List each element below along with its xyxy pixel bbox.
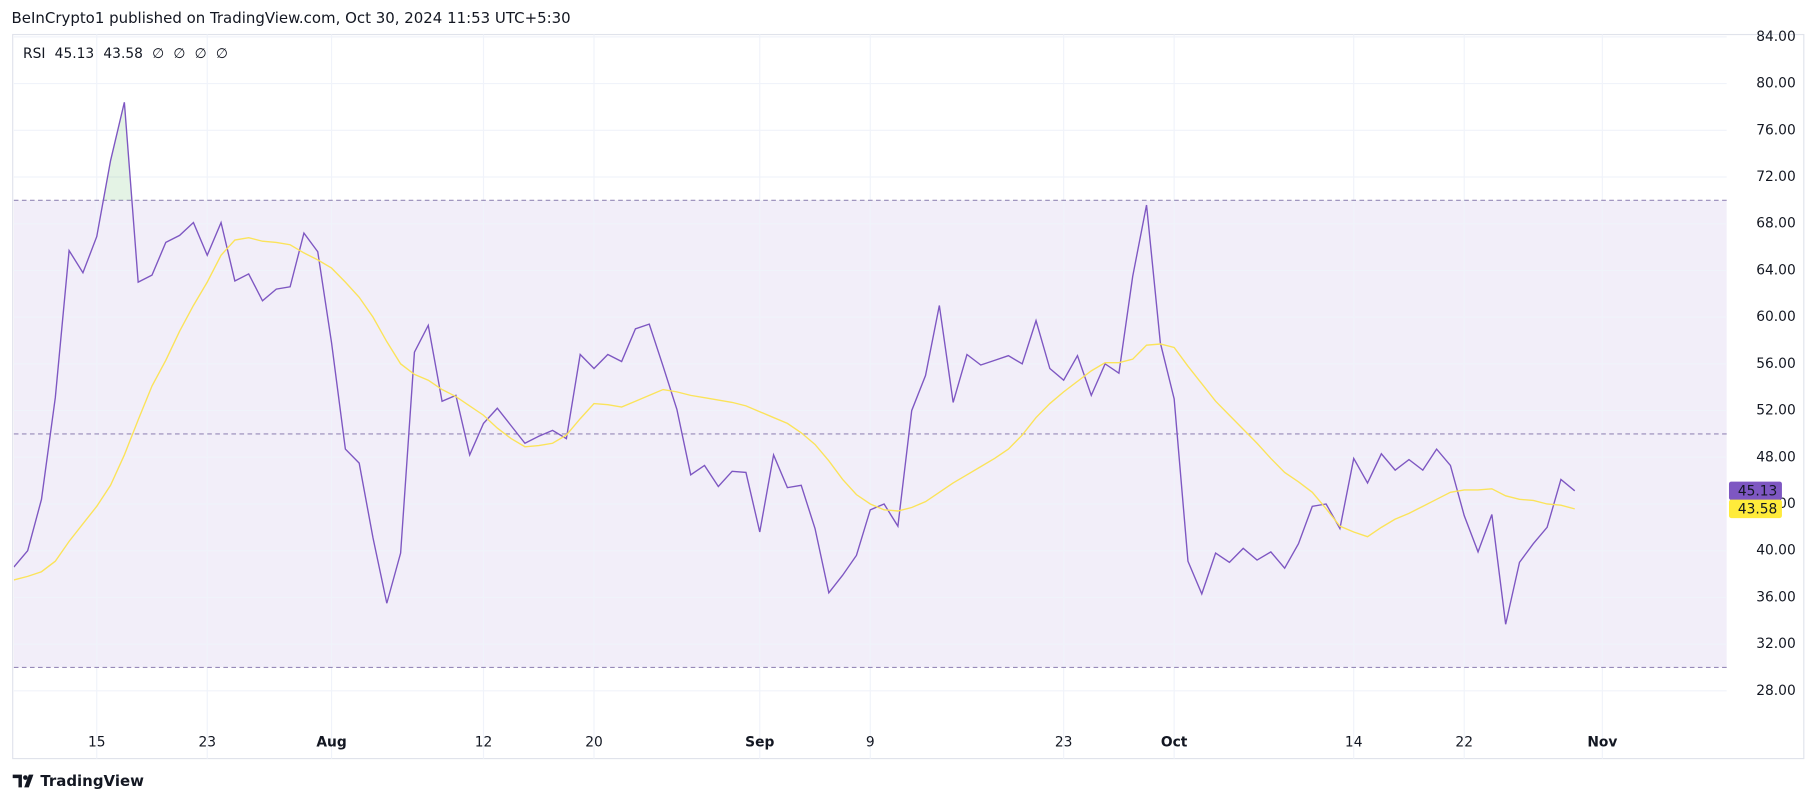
legend-item: ∅ <box>173 46 185 62</box>
legend-item: 45.13 <box>55 46 95 62</box>
y-tick-label: 32.00 <box>1756 636 1796 652</box>
x-tick-label: 12 <box>475 734 493 750</box>
y-tick-label: 80.00 <box>1756 76 1796 92</box>
panel-frame <box>12 33 1805 760</box>
tradingview-logo <box>12 774 34 788</box>
x-tick-label: 22 <box>1455 734 1473 750</box>
legend-item: ∅ <box>216 46 228 62</box>
x-tick-label: 14 <box>1345 734 1363 750</box>
y-tick-label: 36.00 <box>1756 589 1796 605</box>
legend-item: RSI <box>23 46 45 62</box>
x-tick-label: 20 <box>585 734 603 750</box>
x-tick-label: 23 <box>1055 734 1073 750</box>
price-badge <box>1728 499 1782 519</box>
legend-item: ∅ <box>152 46 164 62</box>
y-tick-label: 60.00 <box>1756 309 1796 325</box>
y-tick-label: 64.00 <box>1756 262 1796 278</box>
x-tick-label: 23 <box>198 734 216 750</box>
x-tick-label: Aug <box>316 734 346 750</box>
footer-brand: TradingView <box>40 772 144 790</box>
y-tick-label: 40.00 <box>1756 543 1796 559</box>
y-tick-label: 56.00 <box>1756 356 1796 372</box>
y-tick-label: 52.00 <box>1756 403 1796 419</box>
x-tick-label: 9 <box>866 734 875 750</box>
y-tick-label: 68.00 <box>1756 216 1796 232</box>
x-tick-label: Nov <box>1587 734 1617 750</box>
x-tick-label: 15 <box>88 734 106 750</box>
y-tick-label: 28.00 <box>1756 683 1796 699</box>
y-tick-label: 72.00 <box>1756 169 1796 185</box>
price-badge-label: 45.13 <box>1738 483 1778 499</box>
y-tick-label: 76.00 <box>1756 122 1796 138</box>
price-badge <box>1728 481 1782 501</box>
x-tick-label: Sep <box>745 734 774 750</box>
y-tick-label: 48.00 <box>1756 449 1796 465</box>
legend-item: 43.58 <box>103 46 143 62</box>
legend-item: ∅ <box>195 46 207 62</box>
price-badge-label: 43.58 <box>1738 501 1778 517</box>
series-line <box>13 237 1575 581</box>
y-tick-label: 84.00 <box>1756 29 1796 45</box>
x-tick-label: Oct <box>1161 734 1188 750</box>
series-line <box>13 102 1576 625</box>
publish-header: BeInCrypto1 published on TradingView.com… <box>12 9 571 27</box>
